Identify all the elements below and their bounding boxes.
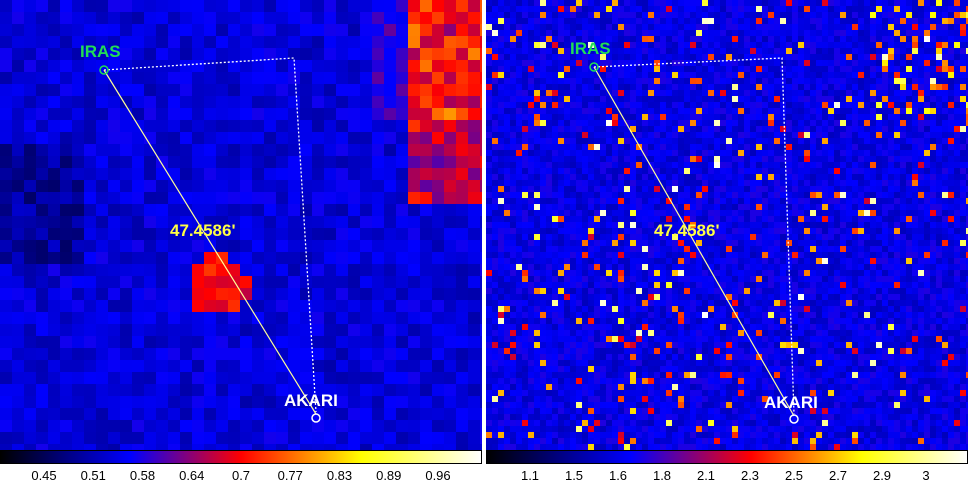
- right-pixel-grid: [486, 0, 968, 450]
- colorbar-tick-label: 0.7: [231, 468, 251, 483]
- colorbar-tick-label: 1.5: [564, 468, 584, 483]
- colorbar-tick-label: 2.7: [828, 468, 848, 483]
- colorbar-tick-label: 0.89: [376, 468, 402, 483]
- colorbar-tick-label: 0.77: [277, 468, 303, 483]
- colorbar-tick-label: 3: [922, 468, 930, 483]
- right-iras-marker-icon: [589, 62, 599, 72]
- right-dotted-path: [593, 57, 795, 415]
- right-akari-label: AKARI: [764, 393, 818, 412]
- colorbar-tick-label: 0.64: [179, 468, 205, 483]
- right-image-map: IRAS 47.4586' AKARI: [486, 0, 968, 450]
- left-pixel-grid: [0, 0, 482, 450]
- right-akari-marker-icon: [789, 414, 799, 424]
- colorbar-tick-label: 1.8: [652, 468, 672, 483]
- left-panel: IRAS 47.4586' AKARI 0.45 0.51 0.58 0.64 0.7 0…: [0, 0, 484, 492]
- left-colorbar-ticks: 0.45 0.51 0.58 0.64 0.7 0.77 0.83 0.89 0.96: [0, 465, 482, 489]
- colorbar-tick-label: 1.6: [608, 468, 628, 483]
- left-distance-label: 47.4586': [170, 221, 236, 240]
- colorbar-tick-label: 2.9: [872, 468, 892, 483]
- left-akari-marker-icon: [311, 413, 321, 423]
- colorbar-tick-label: 2.5: [784, 468, 804, 483]
- colorbar-tick-label: 0.83: [326, 468, 353, 483]
- right-colorbar: [486, 450, 968, 464]
- left-distance-line: [103, 69, 317, 415]
- right-panel: IRAS 47.4586' AKARI 1.1 1.5 1.6 1.8 2.1 2.3 2.…: [486, 0, 970, 492]
- colorbar-tick-label: 0.58: [129, 468, 156, 483]
- right-distance-line: [593, 66, 795, 417]
- colorbar-tick-label: 2.3: [740, 468, 760, 483]
- colorbar-tick-label: 0.96: [425, 468, 451, 483]
- left-akari-label: AKARI: [284, 391, 338, 410]
- left-image-map: IRAS 47.4586' AKARI: [0, 0, 482, 450]
- right-colorbar-ticks: 1.1 1.5 1.6 1.8 2.1 2.3 2.5 2.7 2.9 3: [486, 465, 968, 489]
- right-iras-label: IRAS: [570, 39, 611, 58]
- left-iras-marker-icon: [99, 65, 109, 75]
- left-iras-label: IRAS: [80, 42, 121, 61]
- right-distance-label: 47.4586': [654, 221, 720, 240]
- colorbar-tick-label: 0.51: [80, 468, 106, 483]
- left-colorbar: [0, 450, 482, 464]
- colorbar-tick-label: 2.1: [696, 468, 716, 483]
- colorbar-tick-label: 0.45: [31, 468, 57, 483]
- colorbar-tick-label: 1.1: [520, 468, 540, 483]
